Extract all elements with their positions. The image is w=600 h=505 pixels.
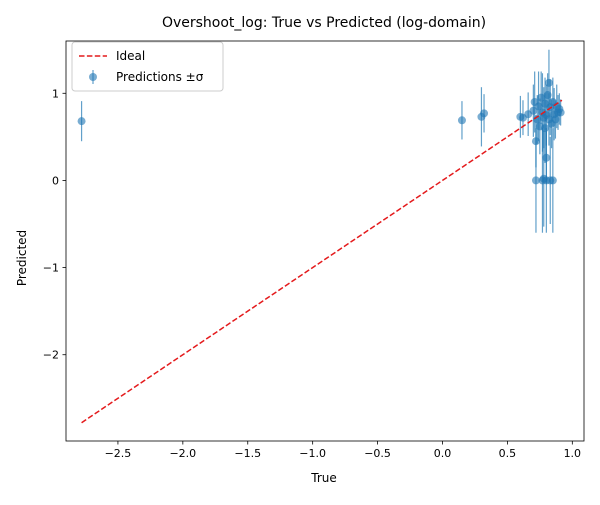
prediction-point — [537, 93, 546, 102]
prediction-point — [534, 102, 543, 111]
y-tick-label: 0 — [52, 174, 59, 187]
legend-predictions-label: Predictions ±σ — [116, 70, 204, 84]
prediction-point — [556, 108, 565, 117]
y-axis-label: Predicted — [15, 230, 29, 286]
x-tick-label: −1.0 — [299, 447, 326, 460]
legend-box — [71, 41, 224, 92]
data-marks — [77, 49, 565, 424]
prediction-point — [541, 124, 550, 133]
y-tick-label: −1 — [43, 262, 59, 275]
y-tick-label: −2 — [43, 349, 59, 362]
prediction-point — [531, 176, 540, 185]
x-tick-label: 1.0 — [564, 447, 582, 460]
legend-predictions-marker-swatch — [89, 73, 97, 81]
prediction-point — [542, 153, 551, 162]
prediction-point — [543, 91, 552, 100]
prediction-point — [544, 78, 553, 87]
x-tick-label: 0.5 — [499, 447, 517, 460]
x-axis-ticks: −2.5 −2.0 −1.5 −1.0 −0.5 0.0 0.5 1.0 — [105, 441, 581, 460]
x-axis-label: True — [310, 471, 337, 485]
prediction-point — [551, 115, 560, 124]
y-tick-label: 1 — [52, 87, 59, 100]
prediction-point — [457, 116, 466, 125]
ideal-line — [81, 99, 563, 424]
prediction-point — [480, 109, 489, 118]
axes-frame — [65, 40, 585, 442]
legend-ideal-label: Ideal — [116, 49, 145, 63]
x-tick-label: 0.0 — [434, 447, 452, 460]
x-tick-label: −2.5 — [105, 447, 132, 460]
prediction-point — [531, 137, 540, 146]
prediction-point — [77, 117, 86, 126]
y-axis-ticks: −2 −1 0 1 — [43, 87, 66, 362]
prediction-point — [548, 176, 557, 185]
legend: Ideal Predictions ±σ — [71, 41, 224, 92]
x-tick-label: −2.0 — [169, 447, 196, 460]
chart-title: Overshoot_log: True vs Predicted (log-do… — [162, 15, 486, 31]
x-tick-label: −0.5 — [364, 447, 391, 460]
x-tick-label: −1.5 — [234, 447, 261, 460]
